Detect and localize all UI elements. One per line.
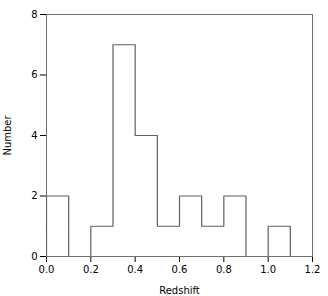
svg-text:6: 6: [31, 69, 37, 80]
svg-text:0: 0: [31, 251, 37, 262]
svg-text:1.0: 1.0: [260, 264, 276, 275]
svg-text:1.2: 1.2: [305, 264, 321, 275]
svg-text:0.0: 0.0: [39, 264, 55, 275]
svg-text:Redshift: Redshift: [159, 285, 200, 296]
svg-text:0.4: 0.4: [127, 264, 143, 275]
svg-text:0.2: 0.2: [83, 264, 99, 275]
svg-text:0.6: 0.6: [172, 264, 188, 275]
svg-text:Number: Number: [2, 115, 13, 156]
svg-text:0.8: 0.8: [216, 264, 232, 275]
svg-text:2: 2: [31, 190, 37, 201]
svg-text:8: 8: [31, 9, 37, 20]
svg-text:4: 4: [31, 130, 37, 141]
